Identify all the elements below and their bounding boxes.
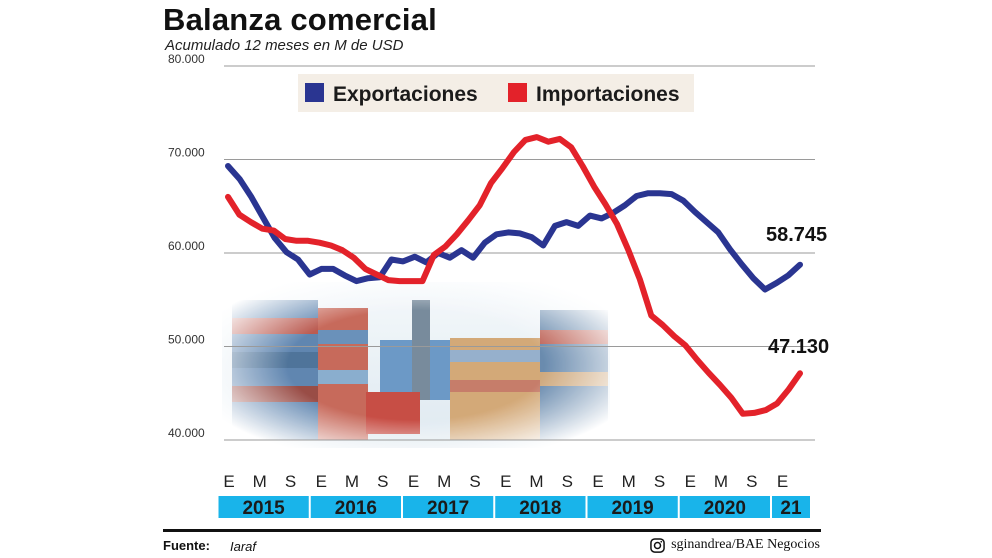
year-band-segment	[679, 496, 770, 518]
series-line-imports	[225, 134, 803, 417]
end-label-imports: 47.130	[768, 336, 829, 358]
credit-text: sginandrea/BAE Negocios	[671, 537, 820, 552]
year-label: 2017	[427, 498, 469, 519]
chart-title: Balanza comercial	[163, 2, 437, 37]
month-label: M	[714, 472, 728, 491]
year-band-segment	[218, 496, 309, 518]
year-axis: 2015 2016 2017 2018 2019 2020 21	[218, 496, 810, 519]
y-tick-label: 80.000	[168, 52, 205, 66]
container-yard-photo	[222, 282, 610, 448]
series-line-exports	[225, 163, 803, 293]
chart-subtitle: Acumulado 12 meses en M de USD	[165, 37, 404, 54]
series-lines	[225, 134, 803, 417]
month-label: E	[408, 472, 419, 491]
year-label: 2016	[335, 498, 377, 519]
legend-label-exports: Exportaciones	[333, 83, 478, 106]
footer-rule	[163, 529, 821, 532]
end-label-exports: 58.745	[766, 224, 827, 246]
y-axis-ticks: 40.000 50.000 60.000 70.000 80.000	[168, 52, 205, 440]
credit: sginandrea/BAE Negocios	[650, 537, 820, 553]
year-band-segment	[772, 496, 810, 518]
y-tick-label: 70.000	[168, 146, 205, 160]
y-tick-label: 60.000	[168, 239, 205, 253]
legend-swatch-imports	[508, 83, 527, 102]
month-label: M	[437, 472, 451, 491]
source-key: Fuente:	[163, 538, 210, 553]
month-label: E	[223, 472, 234, 491]
month-label: E	[500, 472, 511, 491]
year-band-segment	[495, 496, 586, 518]
month-label: S	[654, 472, 665, 491]
month-label: S	[746, 472, 757, 491]
month-label: E	[316, 472, 327, 491]
year-band-segment	[587, 496, 678, 518]
month-label: S	[377, 472, 388, 491]
month-label: M	[622, 472, 636, 491]
month-label: S	[469, 472, 480, 491]
month-label: M	[345, 472, 359, 491]
gridlines	[224, 65, 815, 441]
year-band-segment	[310, 496, 401, 518]
legend: Exportaciones Importaciones	[298, 74, 694, 112]
month-label: S	[562, 472, 573, 491]
year-label: 2019	[611, 498, 653, 519]
month-label: E	[777, 472, 788, 491]
source-value: Iaraf	[230, 539, 257, 554]
month-label: E	[685, 472, 696, 491]
year-band-segment	[403, 496, 494, 518]
year-label: 21	[780, 498, 802, 519]
year-label: 2018	[519, 498, 561, 519]
year-label: 2020	[704, 498, 746, 519]
y-tick-label: 40.000	[168, 426, 205, 440]
month-label: E	[592, 472, 603, 491]
month-label: M	[253, 472, 267, 491]
legend-label-imports: Importaciones	[536, 83, 680, 106]
month-label: M	[529, 472, 543, 491]
year-label: 2015	[242, 498, 285, 519]
y-tick-label: 50.000	[168, 333, 205, 347]
month-label: S	[285, 472, 296, 491]
instagram-icon	[650, 537, 665, 553]
legend-swatch-exports	[305, 83, 324, 102]
